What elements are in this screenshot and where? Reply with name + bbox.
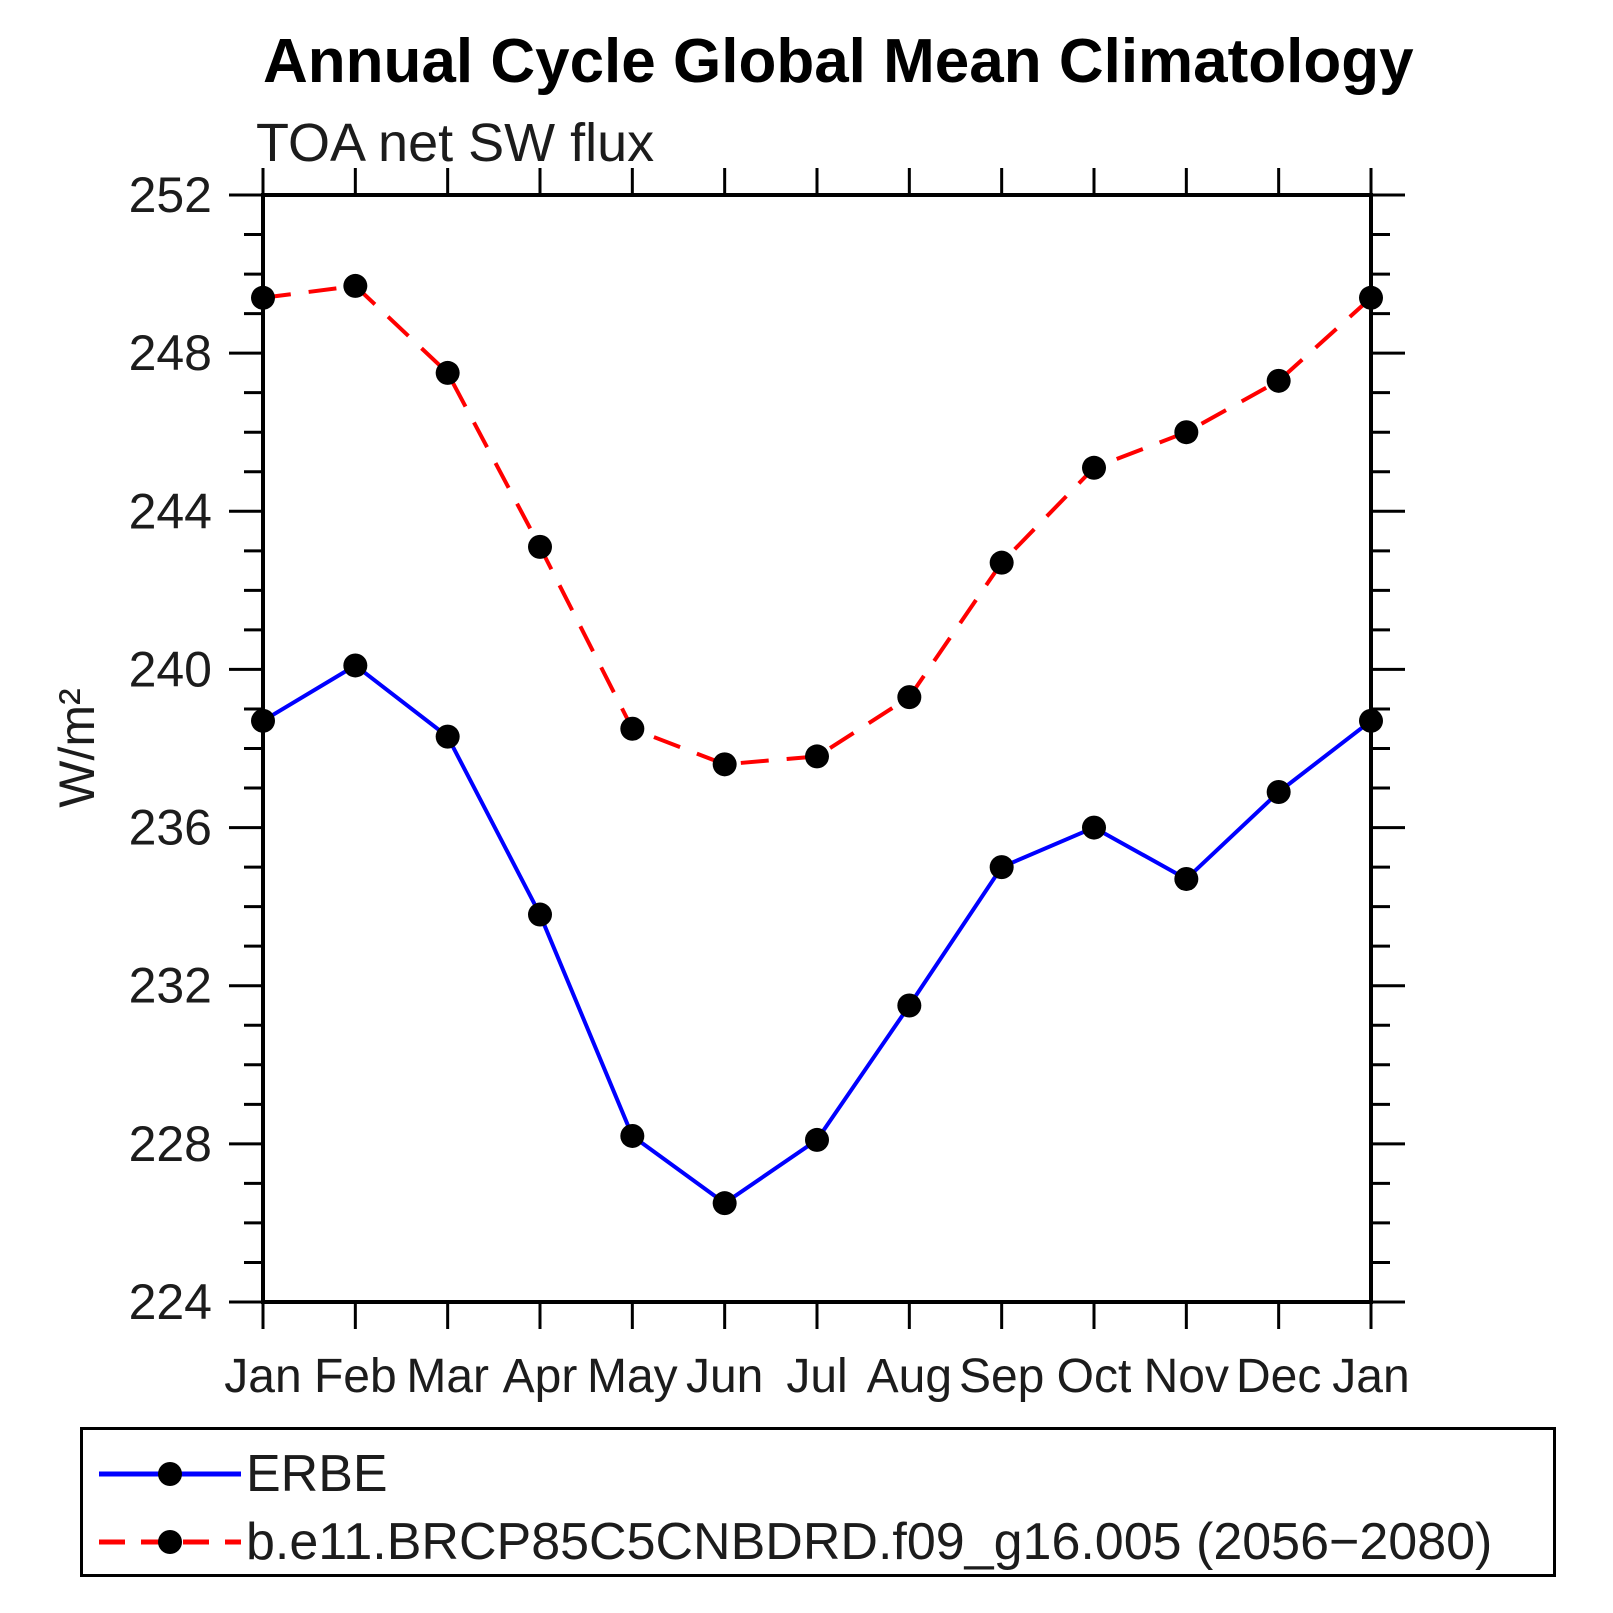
x-tick-label: Nov xyxy=(1144,1350,1229,1403)
model-data-point-marker xyxy=(712,752,737,777)
erbe-data-point-marker xyxy=(1082,815,1106,840)
erbe-data-point-marker xyxy=(528,902,552,927)
model-data-point-marker xyxy=(897,685,922,710)
legend-sample-dashed-line xyxy=(99,1530,241,1554)
chart-subtitle: TOA net SW flux xyxy=(256,113,655,173)
model-data-point-marker xyxy=(1359,285,1383,310)
erbe-data-point-marker xyxy=(620,1123,645,1148)
x-tick-label: Aug xyxy=(867,1350,952,1403)
x-tick-label: Apr xyxy=(503,1350,578,1403)
legend-box: ERBE b.e11.BRCP85C5CNBDRD.f09_g16.005 (2… xyxy=(80,1427,1556,1577)
x-tick-label: Sep xyxy=(959,1350,1044,1403)
erbe-data-point-marker xyxy=(805,1127,829,1152)
legend-sample-solid-line xyxy=(99,1462,241,1486)
model-line xyxy=(262,283,1373,767)
model-data-point-marker xyxy=(1174,420,1199,445)
legend-row-erbe: ERBE xyxy=(97,1444,388,1504)
page-title: Annual Cycle Global Mean Climatology xyxy=(263,27,1414,96)
erbe-data-point-marker xyxy=(1359,708,1383,733)
model-data-point-marker xyxy=(343,273,368,298)
x-tick-label: Feb xyxy=(314,1350,397,1403)
erbe-data-point-marker xyxy=(989,855,1014,880)
model-data-point-marker xyxy=(435,360,460,385)
x-tick-label: Oct xyxy=(1057,1350,1132,1403)
x-tick-label: Jan xyxy=(224,1350,301,1403)
y-tick-label: 248 xyxy=(129,325,212,381)
model-data-point-marker xyxy=(620,716,645,741)
y-tick-label: 232 xyxy=(129,958,212,1014)
legend-label-model: b.e11.BRCP85C5CNBDRD.f09_g16.005 (2056−2… xyxy=(246,1513,1493,1571)
y-tick-label: 252 xyxy=(129,167,212,223)
model-data-point-marker xyxy=(1082,455,1106,480)
erbe-data-point-marker xyxy=(435,724,460,749)
erbe-data-point-marker xyxy=(251,708,275,733)
erbe-data-point-marker xyxy=(712,1191,737,1216)
model-data-point-marker xyxy=(1266,368,1291,393)
erbe-data-point-marker xyxy=(1266,779,1291,804)
x-tick-label: May xyxy=(587,1350,678,1403)
legend-marker-erbe xyxy=(158,1462,182,1486)
y-tick-label: 228 xyxy=(129,1116,212,1172)
x-tick-label: Jun xyxy=(686,1350,763,1403)
y-tick-label: 236 xyxy=(129,800,212,856)
erbe-data-point-marker xyxy=(343,653,368,678)
legend-label-erbe: ERBE xyxy=(246,1445,388,1503)
model-data-point-marker xyxy=(805,744,829,769)
legend-marker-model xyxy=(158,1530,182,1554)
erbe-data-point-marker xyxy=(1174,866,1199,891)
model-data-point-marker xyxy=(528,534,552,559)
legend-row-model: b.e11.BRCP85C5CNBDRD.f09_g16.005 (2056−2… xyxy=(97,1512,1492,1572)
x-tick-label: Dec xyxy=(1236,1350,1321,1403)
y-tick-label: 224 xyxy=(129,1274,212,1330)
model-data-point-marker xyxy=(989,550,1014,575)
y-tick-label: 244 xyxy=(129,483,212,539)
x-tick-label: Jan xyxy=(1332,1350,1409,1403)
x-tick-label: Jul xyxy=(786,1350,847,1403)
x-tick-label: Mar xyxy=(406,1350,489,1403)
erbe-data-point-marker xyxy=(897,993,922,1018)
y-tick-label: 240 xyxy=(129,641,212,697)
model-data-point-marker xyxy=(251,285,275,310)
